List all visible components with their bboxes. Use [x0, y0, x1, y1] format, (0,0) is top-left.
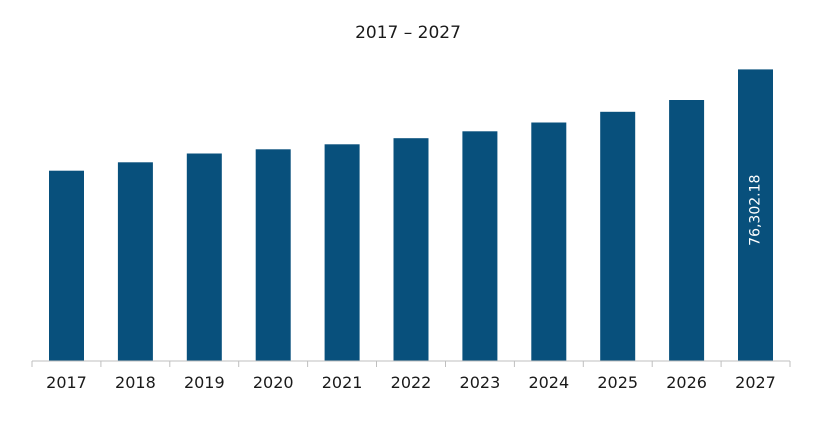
x-axis	[31, 360, 791, 367]
x-tick-label: 2026	[666, 373, 707, 392]
data-label: 76,302.18	[748, 175, 764, 246]
bars-group	[49, 69, 773, 362]
bar-2024	[531, 122, 567, 361]
chart-title: 2017 – 2027	[355, 23, 461, 43]
bar-2023	[462, 131, 498, 361]
x-tick-label: 2018	[115, 373, 156, 392]
x-tick-label: 2019	[184, 373, 225, 392]
x-tick-label: 2017	[46, 373, 87, 392]
bar-2021	[324, 144, 360, 361]
bar-2025	[600, 111, 636, 361]
x-tick-label: 2020	[253, 373, 294, 392]
x-tick-label: 2022	[391, 373, 432, 392]
x-tick-label: 2021	[322, 373, 363, 392]
bar-2019	[186, 153, 222, 361]
bar-2022	[393, 138, 429, 361]
x-tick-label: 2023	[460, 373, 501, 392]
bar-2017	[49, 170, 84, 361]
bar-2018	[117, 162, 153, 361]
bar-2026	[669, 100, 705, 361]
bar-2020	[255, 149, 291, 361]
labels-group: 2017 2018 2019 2020 2021 2022 2023 2024 2025 2026…	[46, 175, 776, 392]
x-tick-label: 2025	[597, 373, 638, 392]
x-tick-label: 2027	[735, 373, 776, 392]
bar-2027	[738, 69, 773, 362]
x-tick-label: 2024	[528, 373, 569, 392]
